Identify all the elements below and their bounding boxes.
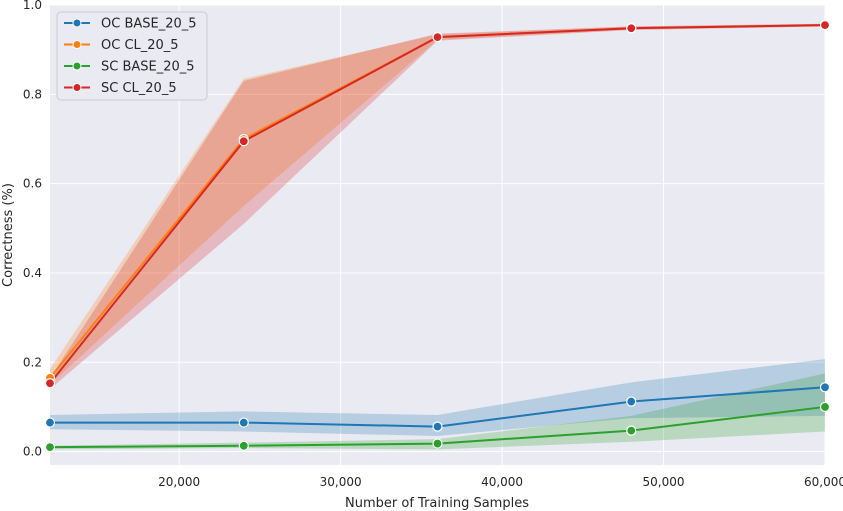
point-sc-cl-20-5 [626,23,637,34]
point-sc-cl-20-5 [44,378,56,389]
legend-label: SC CL_20_5 [101,81,177,96]
legend-label: OC CL_20_5 [101,38,179,53]
point-sc-base-20-5 [238,440,249,451]
band-sc-cl-20-5 [50,23,825,390]
y-tick-label: 0.0 [23,445,42,459]
y-tick-label: 1.0 [23,0,42,12]
point-oc-base-20-5 [626,396,637,407]
y-tick-label: 0.8 [23,87,42,101]
x-tick-label: 60,000 [804,475,843,489]
x-tick-labels: 20,000 30,000 40,000 50,000 60,000 [158,475,843,489]
point-oc-base-20-5 [819,382,831,393]
y-axis-label: Correctness (%) [1,183,16,287]
x-tick-label: 20,000 [158,475,200,489]
point-sc-base-20-5 [819,401,831,413]
point-sc-cl-20-5 [238,136,249,147]
band-oc-base-20-5 [50,359,825,436]
y-tick-label: 0.4 [23,266,42,280]
point-sc-cl-20-5 [819,19,831,31]
legend-marker-oc-base-20-5 [72,18,82,28]
band-oc-cl-20-5 [50,23,825,385]
point-sc-base-20-5 [626,425,637,436]
y-tick-label: 0.6 [23,177,42,191]
point-sc-cl-20-5 [432,32,443,43]
y-tick-label: 0.2 [23,355,42,369]
point-sc-base-20-5 [44,442,56,453]
x-tick-label: 40,000 [481,475,523,489]
point-oc-base-20-5 [44,417,56,428]
y-tick-labels: 0.0 0.2 0.4 0.6 0.8 1.0 [23,0,42,459]
x-tick-label: 30,000 [320,475,362,489]
legend: OC BASE_20_5 OC CL_20_5 SC BASE_20_5 SC CL_… [56,11,208,101]
legend-marker-oc-cl-20-5 [72,40,82,49]
x-tick-label: 50,000 [643,475,685,489]
legend-label: OC BASE_20_5 [101,17,197,32]
legend-box [56,11,208,101]
x-axis-label: Number of Training Samples [345,496,529,511]
legend-marker-sc-base-20-5 [72,61,82,71]
legend-label: SC BASE_20_5 [101,60,195,75]
point-sc-base-20-5 [432,438,443,449]
legend-marker-sc-cl-20-5 [72,83,82,92]
series-markers [44,19,831,453]
point-oc-base-20-5 [432,421,443,432]
point-oc-base-20-5 [238,417,249,428]
